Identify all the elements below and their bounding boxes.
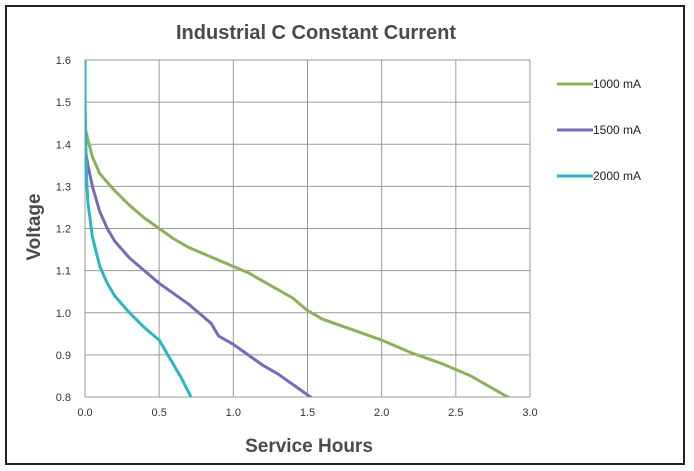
legend-label: 1000 mA xyxy=(593,77,641,91)
y-tick-label: 1.6 xyxy=(56,55,71,67)
series-line-1000-ma xyxy=(85,125,512,397)
y-axis-title: Voltage xyxy=(24,193,45,260)
x-tick-label: 2.0 xyxy=(374,407,389,419)
legend: 1000 mA 1500 mA 2000 mA xyxy=(557,77,641,183)
x-tick-label: 1.5 xyxy=(300,407,315,419)
grid xyxy=(84,59,531,398)
x-tick-label: 0.0 xyxy=(77,407,92,419)
y-tick-label: 1.3 xyxy=(56,181,71,193)
x-tick-label: 3.0 xyxy=(522,407,537,419)
x-tick-label: 1.0 xyxy=(226,407,241,419)
x-tick-label: 0.5 xyxy=(152,407,167,419)
series-lines xyxy=(85,60,512,397)
x-axis-title: Service Hours xyxy=(245,436,373,457)
y-tick-label: 0.8 xyxy=(56,392,71,404)
chart-frame xyxy=(5,5,685,465)
y-tick-label: 1.5 xyxy=(56,97,71,109)
y-tick-label: 1.0 xyxy=(56,308,71,320)
chart-title: Industrial C Constant Current xyxy=(176,22,456,44)
legend-label: 1500 mA xyxy=(593,123,641,137)
y-tick-label: 1.4 xyxy=(56,139,71,151)
legend-label: 2000 mA xyxy=(593,169,641,183)
y-tick-label: 1.1 xyxy=(56,266,71,278)
series-line-1500-ma xyxy=(85,147,314,397)
series-line-2000-ma xyxy=(85,60,193,397)
y-tick-label: 1.2 xyxy=(56,224,71,236)
tick-labels: 0.0 0.5 1.0 1.5 2.0 2.5 3.0 0.8 0.9 1.0 1.1 1.2 1.3 1… xyxy=(56,55,538,419)
y-tick-label: 0.9 xyxy=(56,350,71,362)
x-tick-label: 2.5 xyxy=(448,407,463,419)
